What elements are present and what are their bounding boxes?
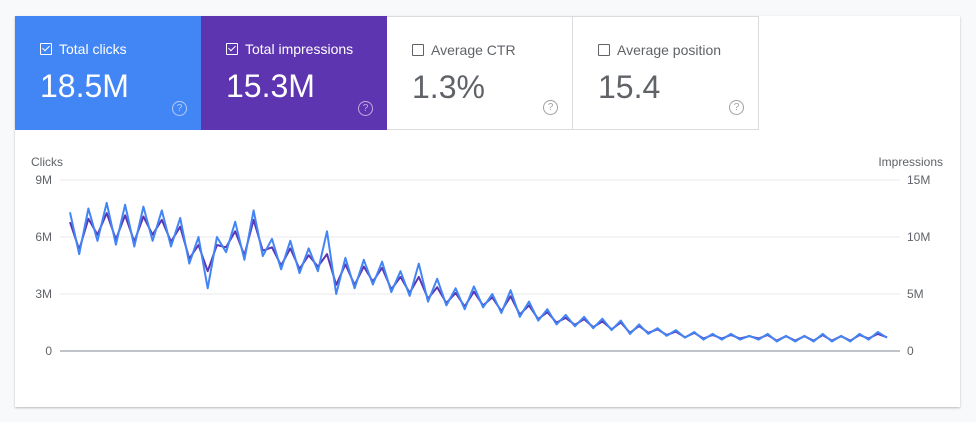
series-line-impressions	[69, 212, 888, 342]
left-tick-label: 0	[45, 344, 52, 358]
metric-label: Total clicks	[59, 41, 127, 57]
right-tick-label: 0	[907, 344, 914, 358]
help-icon[interactable]: ?	[543, 100, 558, 115]
checkbox-checked-icon[interactable]	[40, 43, 52, 55]
metric-label: Total impressions	[245, 41, 354, 57]
checkbox-checked-icon[interactable]	[226, 43, 238, 55]
series-line-clicks	[69, 201, 888, 343]
right-tick-label: 10M	[907, 230, 930, 244]
metric-total-impressions[interactable]: Total impressions 15.3M ?	[201, 16, 387, 130]
metric-value: 18.5M	[40, 68, 129, 104]
metric-total-clicks[interactable]: Total clicks 18.5M ?	[15, 16, 201, 130]
performance-chart: Clicks Impressions 0 0 3M 5M 6M 10M 9M 15M	[31, 155, 943, 358]
checkbox-unchecked-icon[interactable]	[598, 44, 610, 56]
left-tick-label: 3M	[35, 287, 52, 301]
metric-value: 15.4	[598, 69, 661, 105]
left-tick-label: 6M	[35, 230, 52, 244]
left-tick-label: 9M	[35, 173, 52, 187]
right-tick-label: 15M	[907, 173, 930, 187]
checkbox-unchecked-icon[interactable]	[412, 44, 424, 56]
metric-average-position[interactable]: Average position 15.4 ?	[573, 16, 759, 130]
left-axis-label: Clicks	[31, 155, 63, 169]
metric-tiles: Total clicks 18.5M ? Total impressions 1…	[15, 16, 759, 130]
metric-average-ctr[interactable]: Average CTR 1.3% ?	[387, 16, 573, 130]
help-icon[interactable]: ?	[729, 100, 744, 115]
right-axis-label: Impressions	[878, 155, 943, 169]
metric-value: 1.3%	[412, 69, 485, 105]
performance-card: Total clicks 18.5M ? Total impressions 1…	[15, 16, 960, 407]
help-icon[interactable]: ?	[358, 101, 373, 116]
metric-label: Average position	[617, 42, 722, 58]
right-tick-label: 5M	[907, 287, 924, 301]
metric-label: Average CTR	[431, 42, 516, 58]
help-icon[interactable]: ?	[172, 101, 187, 116]
metric-value: 15.3M	[226, 68, 315, 104]
